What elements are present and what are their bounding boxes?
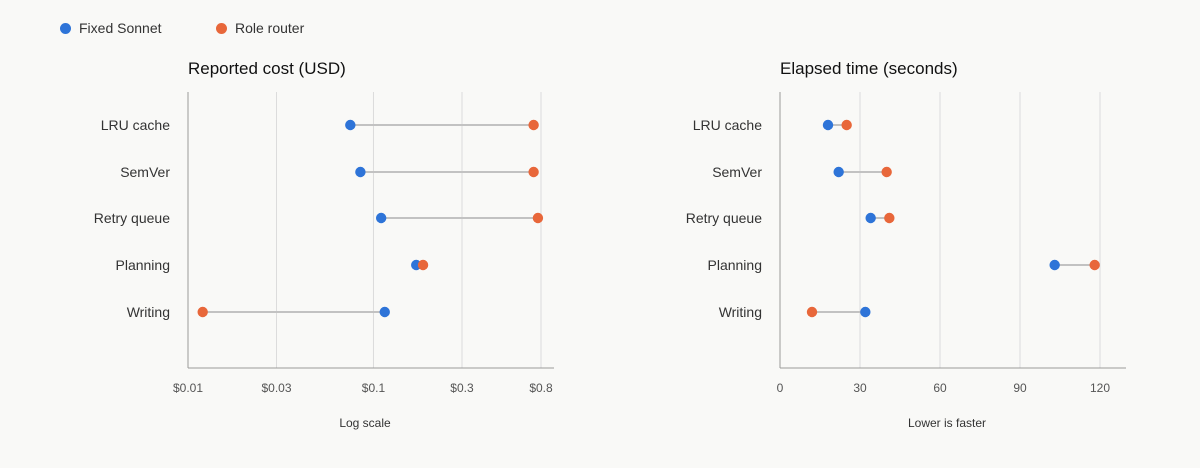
point-fixed-sonnet-lru-cache bbox=[345, 119, 356, 131]
category-label-retry-queue: Retry queue bbox=[94, 210, 170, 226]
x-tick-label: $0.03 bbox=[261, 381, 291, 395]
x-tick-label: 0 bbox=[777, 381, 784, 395]
point-role-router-retry-queue bbox=[532, 212, 544, 224]
category-label-lru-cache: LRU cache bbox=[101, 117, 170, 133]
category-label-lru-cache: LRU cache bbox=[693, 117, 762, 133]
point-fixed-sonnet-semver bbox=[355, 166, 366, 178]
point-role-router-writing bbox=[197, 306, 208, 318]
category-label-retry-queue: Retry queue bbox=[686, 210, 762, 226]
point-role-router-retry-queue bbox=[884, 212, 895, 224]
category-label-writing: Writing bbox=[127, 304, 170, 320]
category-label-writing: Writing bbox=[719, 304, 762, 320]
point-role-router-planning bbox=[417, 259, 429, 271]
point-role-router-writing bbox=[806, 306, 818, 318]
point-role-router-semver bbox=[881, 166, 892, 178]
chart-reported-cost-usd: Reported cost (USD) $0.01 $0.03 $0.1 $0.3 $0.… bbox=[94, 59, 554, 430]
point-fixed-sonnet-retry-queue bbox=[865, 212, 876, 224]
x-tick-label: $0.3 bbox=[450, 381, 474, 395]
chart-elapsed-time-seconds: Elapsed time (seconds) 0 30 60 90 120 Lower is… bbox=[686, 59, 1126, 430]
point-role-router-lru-cache bbox=[841, 119, 852, 131]
legend-swatch-role-router bbox=[216, 23, 227, 34]
category-label-semver: SemVer bbox=[120, 164, 170, 180]
legend-item-role-router: Role router bbox=[216, 18, 304, 38]
point-fixed-sonnet-retry-queue bbox=[375, 212, 387, 224]
x-tick-label: $0.01 bbox=[173, 381, 203, 395]
point-fixed-sonnet-writing bbox=[860, 306, 871, 318]
x-tick-label: $0.1 bbox=[362, 381, 386, 395]
x-tick-label: 60 bbox=[933, 381, 947, 395]
point-role-router-lru-cache bbox=[528, 119, 539, 131]
category-label-planning: Planning bbox=[116, 257, 171, 273]
x-axis-label: Log scale bbox=[339, 416, 391, 430]
chart-title: Reported cost (USD) bbox=[188, 59, 346, 78]
x-tick-label: $0.8 bbox=[529, 381, 553, 395]
x-tick-label: 120 bbox=[1090, 381, 1110, 395]
x-tick-label: 30 bbox=[853, 381, 867, 395]
point-role-router-semver bbox=[528, 166, 539, 178]
point-fixed-sonnet-lru-cache bbox=[822, 119, 834, 131]
point-role-router-planning bbox=[1089, 259, 1100, 271]
point-fixed-sonnet-planning bbox=[1049, 259, 1060, 271]
point-fixed-sonnet-semver bbox=[833, 166, 844, 178]
legend-swatch-fixed-sonnet bbox=[60, 23, 71, 34]
chart-title: Elapsed time (seconds) bbox=[780, 59, 958, 78]
legend-label-role-router: Role router bbox=[235, 20, 305, 36]
category-label-planning: Planning bbox=[708, 257, 763, 273]
legend-label-fixed-sonnet: Fixed Sonnet bbox=[79, 20, 162, 36]
x-tick-label: 90 bbox=[1013, 381, 1027, 395]
x-axis-label: Lower is faster bbox=[908, 416, 986, 430]
category-label-semver: SemVer bbox=[712, 164, 762, 180]
legend-item-fixed-sonnet: Fixed Sonnet bbox=[60, 18, 162, 38]
point-fixed-sonnet-writing bbox=[379, 306, 390, 318]
